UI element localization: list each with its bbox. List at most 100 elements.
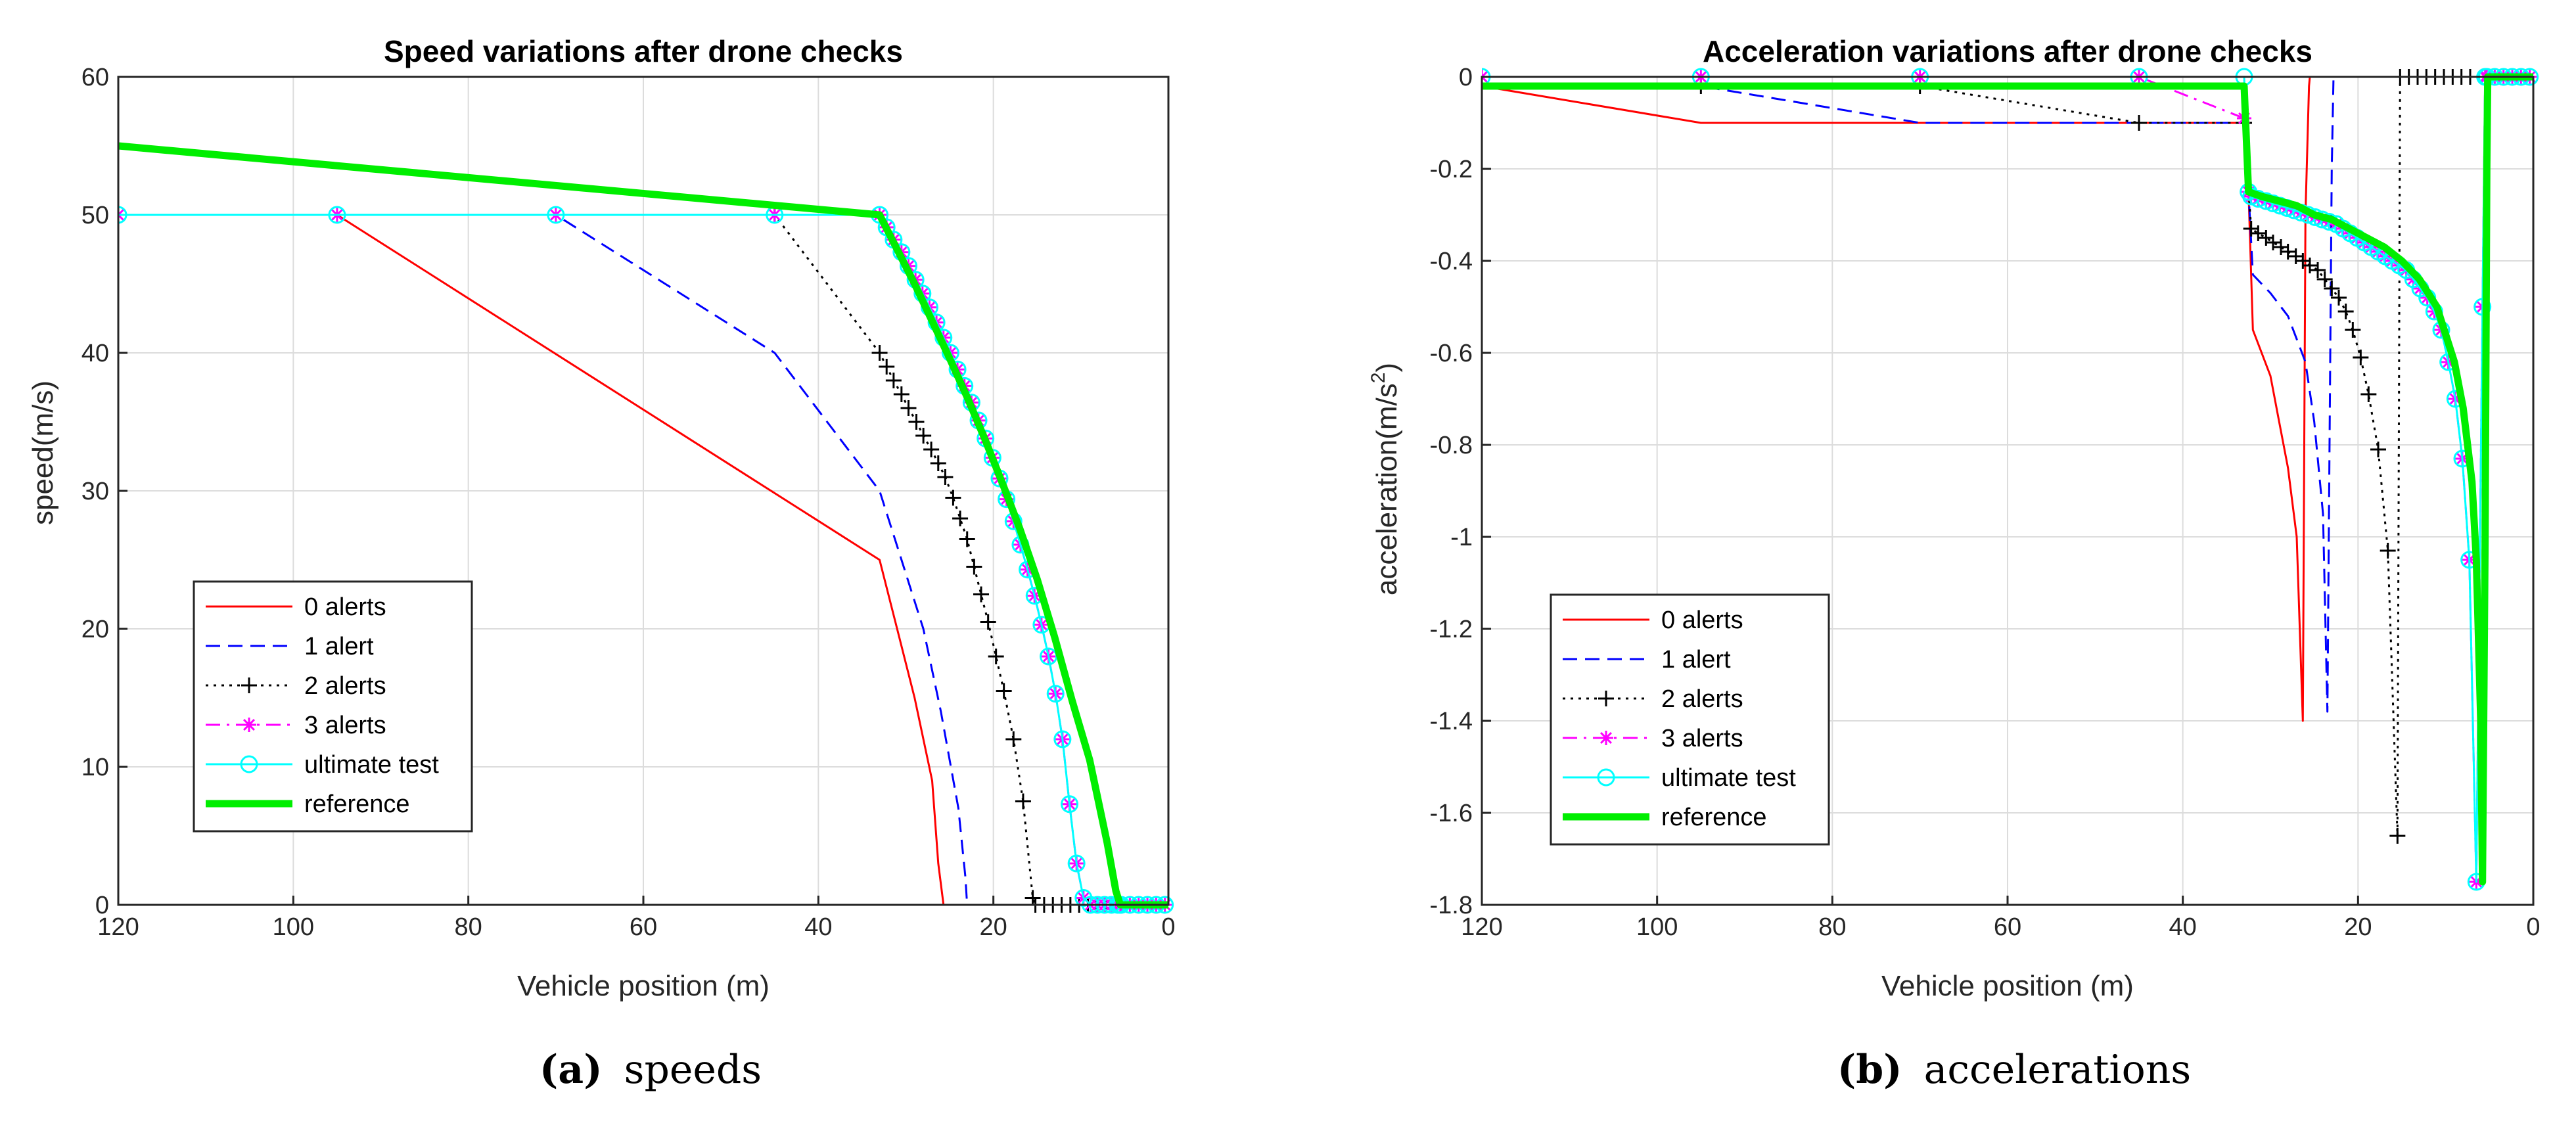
data-point bbox=[988, 649, 1004, 664]
legend-marker bbox=[241, 677, 257, 693]
x-tick-label: 20 bbox=[2344, 913, 2372, 941]
x-tick-label: 40 bbox=[2169, 913, 2197, 941]
y-tick-label: -0.8 bbox=[1430, 432, 1473, 459]
acceleration-chart-xticks: 120 100 80 60 40 20 0 bbox=[1461, 896, 2541, 941]
legend-item: 1 alert bbox=[1563, 646, 1731, 674]
acc-ylabel-sup: 2 bbox=[1368, 373, 1389, 384]
speed-chart-xticks: 120 100 80 60 40 20 0 bbox=[97, 896, 1176, 941]
data-point bbox=[871, 345, 888, 361]
speed-caption-label: (a) bbox=[540, 1047, 603, 1093]
y-tick-label: -0.2 bbox=[1430, 156, 1473, 183]
legend-item: reference bbox=[1563, 804, 1767, 831]
legend-item: 2 alerts bbox=[206, 672, 386, 700]
legend-marker bbox=[1599, 731, 1613, 745]
data-point bbox=[2331, 290, 2347, 306]
legend-item: ultimate test bbox=[206, 751, 439, 779]
legend-label: 0 alerts bbox=[304, 593, 386, 621]
data-point bbox=[1046, 685, 1065, 703]
data-point bbox=[2389, 828, 2406, 844]
data-point bbox=[2353, 350, 2369, 365]
acceleration-chart-xlabel: Vehicle position (m) bbox=[1881, 970, 2134, 1002]
series-1-alert bbox=[118, 214, 1168, 906]
data-point bbox=[2310, 262, 2326, 278]
y-tick-label: 30 bbox=[81, 478, 109, 505]
series-line bbox=[1482, 76, 2533, 713]
x-tick-label: 20 bbox=[980, 913, 1007, 941]
x-tick-label: 80 bbox=[1818, 913, 1846, 941]
series-reference bbox=[118, 142, 1168, 909]
y-tick-label: -1.6 bbox=[1430, 800, 1473, 827]
legend-label: 1 alert bbox=[1661, 646, 1731, 674]
data-point bbox=[893, 386, 909, 402]
acceleration-chart-caption: (b) accelerations bbox=[1837, 1047, 2191, 1093]
data-point bbox=[996, 683, 1012, 699]
speed-chart-frame bbox=[117, 76, 1170, 906]
legend-marker bbox=[1598, 691, 1614, 706]
y-tick-label: -0.6 bbox=[1430, 340, 1473, 367]
legend-marker bbox=[242, 718, 256, 732]
legend-item: 3 alerts bbox=[206, 712, 386, 739]
speed-caption-text: speeds bbox=[624, 1047, 762, 1093]
legend-marker bbox=[1597, 768, 1615, 787]
data-point bbox=[885, 373, 902, 388]
data-point bbox=[966, 559, 982, 575]
y-tick-label: 10 bbox=[81, 754, 109, 781]
y-tick-label: -0.4 bbox=[1430, 248, 1473, 275]
acceleration-chart-ylabel: acceleration(m/s2) bbox=[1368, 363, 1403, 595]
x-tick-label: 40 bbox=[804, 913, 832, 941]
speed-chart-xlabel: Vehicle position (m) bbox=[517, 970, 770, 1002]
speed-chart-ylabel: speed(m/s) bbox=[27, 380, 59, 525]
legend-label: reference bbox=[304, 791, 410, 818]
data-point bbox=[2131, 115, 2147, 131]
acceleration-chart: Acceleration variations after drone chec… bbox=[1368, 34, 2541, 1093]
legend-label: reference bbox=[1661, 804, 1767, 831]
speed-chart-yticks: 0 10 20 30 40 50 60 bbox=[81, 64, 127, 919]
data-point bbox=[2337, 304, 2354, 319]
x-tick-label: 0 bbox=[1161, 913, 1175, 941]
data-point bbox=[1067, 854, 1086, 873]
y-tick-label: 60 bbox=[81, 64, 109, 91]
acceleration-legend-box bbox=[1550, 593, 1830, 846]
data-point bbox=[923, 442, 940, 457]
legend-label: 2 alerts bbox=[1661, 685, 1743, 713]
acceleration-chart-frame bbox=[1481, 76, 2535, 906]
speed-legend-box bbox=[193, 580, 473, 833]
legend-label: ultimate test bbox=[1661, 764, 1796, 792]
data-point bbox=[2324, 281, 2340, 296]
legend-item: 3 alerts bbox=[1563, 725, 1743, 752]
data-point bbox=[952, 511, 969, 526]
speed-chart-caption: (a) speeds bbox=[540, 1047, 762, 1093]
data-point bbox=[879, 359, 895, 375]
series-line bbox=[118, 214, 1168, 906]
legend-label: 2 alerts bbox=[304, 672, 386, 700]
y-tick-label: -1.2 bbox=[1430, 616, 1473, 643]
legend-label: 0 alerts bbox=[1661, 607, 1743, 634]
acc-caption-text: accelerations bbox=[1924, 1047, 2192, 1093]
data-point bbox=[945, 490, 961, 506]
data-point bbox=[1024, 890, 1041, 906]
speed-chart-legend: 0 alerts 1 alert 2 alerts 3 alerts ultimate … bbox=[193, 580, 473, 833]
legend-marker bbox=[240, 755, 258, 773]
acceleration-chart-yticks: -1.8 -1.6 -1.4 -1.2 -1 -0.8 -0.6 -0.4 -0.2 0 bbox=[1430, 64, 1491, 919]
legend-item: reference bbox=[206, 791, 410, 818]
data-point bbox=[328, 206, 346, 224]
data-point bbox=[930, 455, 946, 471]
data-point bbox=[2360, 386, 2377, 402]
data-point bbox=[937, 469, 954, 485]
y-tick-label: 0 bbox=[95, 892, 109, 919]
speed-chart: Speed variations after drone checks Vehi… bbox=[27, 34, 1176, 1093]
x-tick-label: 60 bbox=[1994, 913, 2021, 941]
data-point bbox=[547, 206, 565, 224]
x-tick-label: 100 bbox=[1636, 913, 1678, 941]
x-tick-label: 60 bbox=[630, 913, 657, 941]
series-line bbox=[118, 142, 1168, 909]
legend-label: 3 alerts bbox=[304, 712, 386, 739]
data-point bbox=[900, 400, 917, 416]
data-point bbox=[915, 428, 932, 444]
speed-chart-title: Speed variations after drone checks bbox=[384, 34, 903, 68]
acc-caption-label: (b) bbox=[1837, 1047, 1902, 1093]
legend-item: 1 alert bbox=[206, 633, 374, 660]
acc-ylabel-main: acceleration(m/s bbox=[1371, 383, 1403, 595]
data-point bbox=[1061, 795, 1079, 814]
